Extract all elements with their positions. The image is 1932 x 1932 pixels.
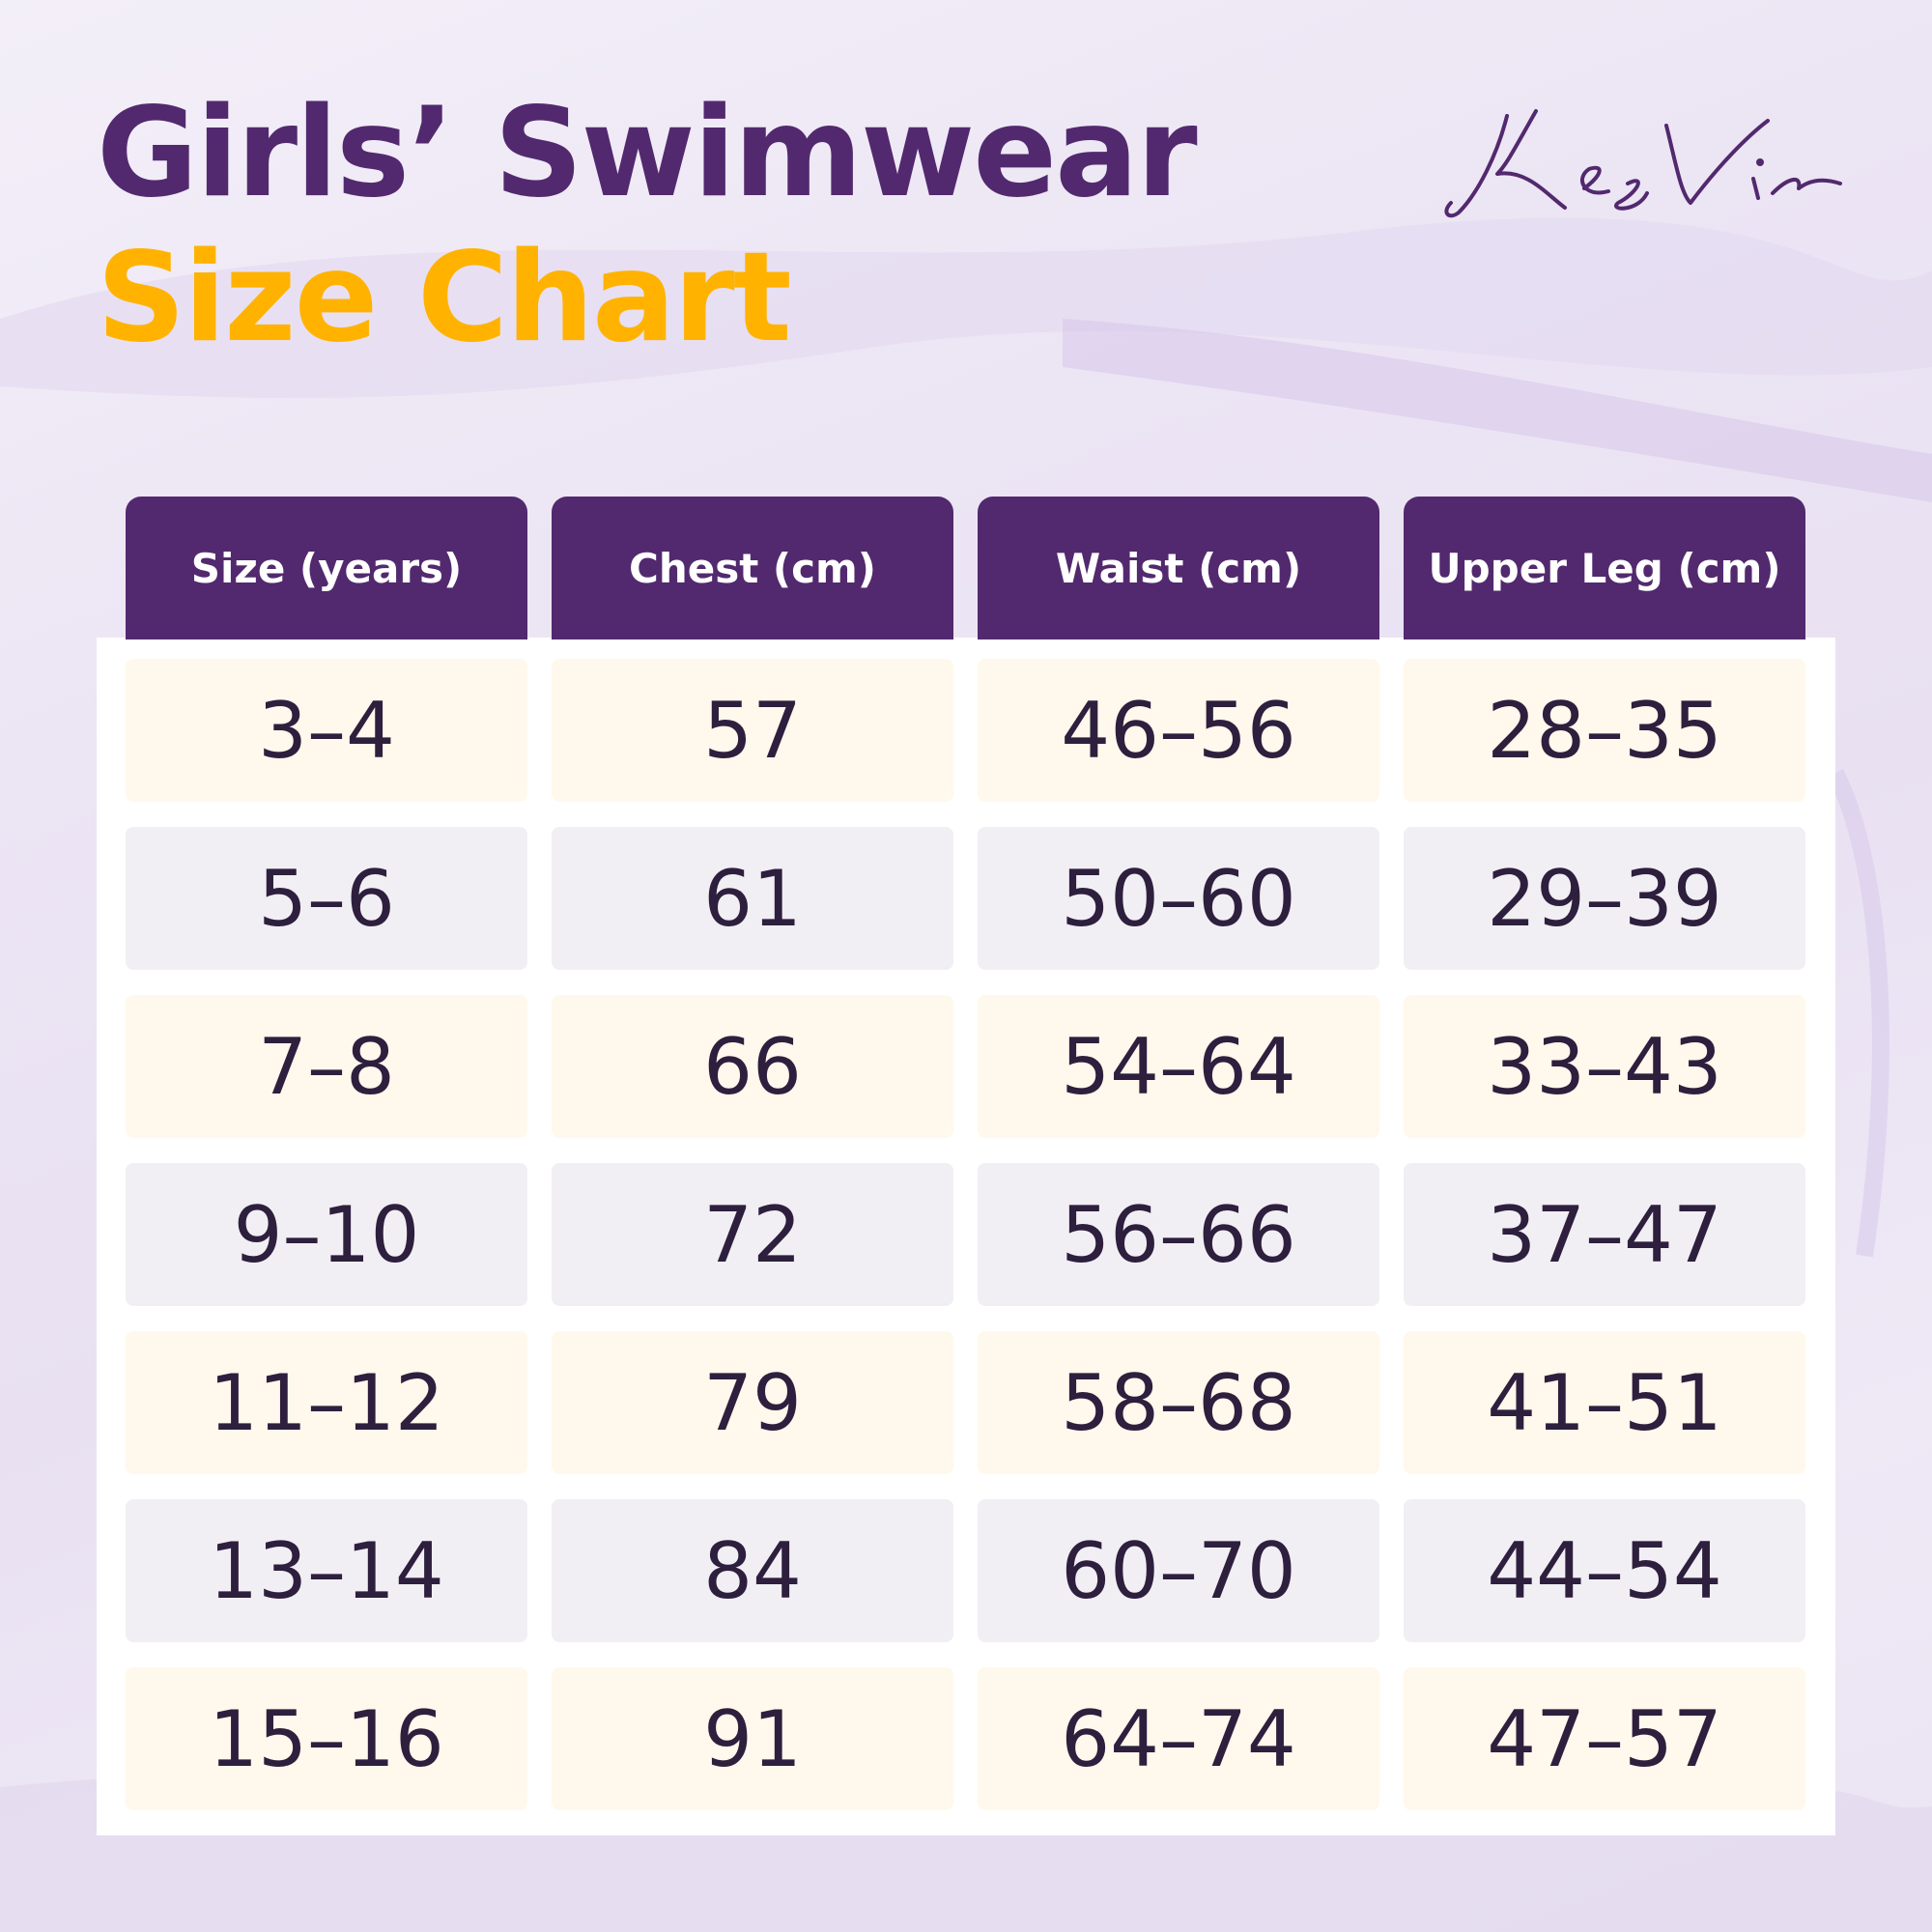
cell-chest-cm-row-7: 91 <box>552 1667 953 1810</box>
title-girls-swimwear: Girls’ Swimwear <box>97 81 1198 225</box>
cell-waist-cm-row-6: 60–70 <box>978 1499 1379 1642</box>
cell-waist-cm-row-1: 46–56 <box>978 659 1379 802</box>
cell-size-years-row-6: 13–14 <box>126 1499 527 1642</box>
cell-size-years-row-3: 7–8 <box>126 995 527 1138</box>
cell-chest-cm-row-5: 79 <box>552 1331 953 1474</box>
header-waist-cm: Waist (cm) <box>978 497 1379 639</box>
cell-size-years-row-2: 5–6 <box>126 827 527 970</box>
cell-size-years-row-4: 9–10 <box>126 1163 527 1306</box>
cell-chest-cm-row-4: 72 <box>552 1163 953 1306</box>
title-size-chart: Size Chart <box>97 226 792 370</box>
cell-waist-cm-row-4: 56–66 <box>978 1163 1379 1306</box>
cell-waist-cm-row-3: 54–64 <box>978 995 1379 1138</box>
cell-chest-cm-row-2: 61 <box>552 827 953 970</box>
cell-waist-cm-row-2: 50–60 <box>978 827 1379 970</box>
cell-upper-leg-cm-row-3: 33–43 <box>1404 995 1805 1138</box>
cell-upper-leg-cm-row-2: 29–39 <box>1404 827 1805 970</box>
cell-upper-leg-cm-row-7: 47–57 <box>1404 1667 1805 1810</box>
cell-upper-leg-cm-row-5: 41–51 <box>1404 1331 1805 1474</box>
cell-upper-leg-cm-row-6: 44–54 <box>1404 1499 1805 1642</box>
kesvir-logo <box>1444 109 1842 218</box>
cell-size-years-row-5: 11–12 <box>126 1331 527 1474</box>
cell-chest-cm-row-6: 84 <box>552 1499 953 1642</box>
cell-upper-leg-cm-row-4: 37–47 <box>1404 1163 1805 1306</box>
cell-size-years-row-1: 3–4 <box>126 659 527 802</box>
header-size-years: Size (years) <box>126 497 527 639</box>
cell-waist-cm-row-7: 64–74 <box>978 1667 1379 1810</box>
header-upper-leg-cm: Upper Leg (cm) <box>1404 497 1805 639</box>
header-chest-cm: Chest (cm) <box>552 497 953 639</box>
cell-chest-cm-row-1: 57 <box>552 659 953 802</box>
cell-chest-cm-row-3: 66 <box>552 995 953 1138</box>
cell-upper-leg-cm-row-1: 28–35 <box>1404 659 1805 802</box>
cell-waist-cm-row-5: 58–68 <box>978 1331 1379 1474</box>
cell-size-years-row-7: 15–16 <box>126 1667 527 1810</box>
